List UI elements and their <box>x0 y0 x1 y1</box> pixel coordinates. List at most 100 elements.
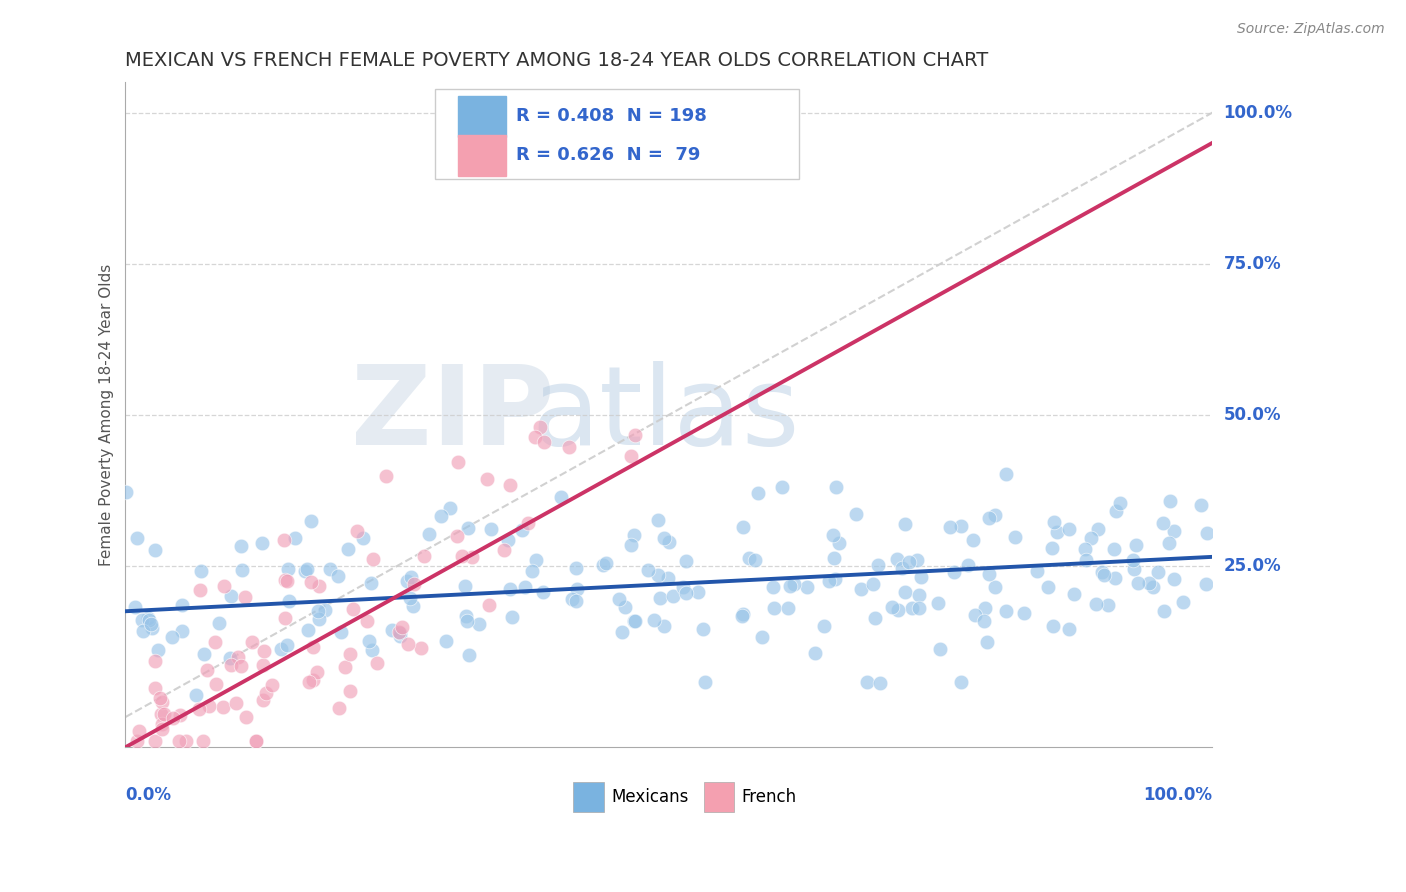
Point <box>204 635 226 649</box>
Point <box>468 616 491 631</box>
Point <box>796 580 818 594</box>
Point <box>496 533 519 548</box>
Point <box>409 641 432 656</box>
Text: Source: ZipAtlas.com: Source: ZipAtlas.com <box>1237 22 1385 37</box>
Point <box>557 440 579 454</box>
Point <box>299 575 322 590</box>
Point <box>619 538 641 552</box>
Point <box>607 591 630 606</box>
Point <box>533 434 555 449</box>
Point <box>1074 553 1097 567</box>
Point <box>360 576 382 591</box>
Point <box>1026 564 1049 578</box>
Point <box>149 690 172 705</box>
Point <box>328 701 350 715</box>
Point <box>277 594 299 608</box>
Point <box>828 536 851 550</box>
Point <box>454 609 477 624</box>
Point <box>647 567 669 582</box>
Point <box>513 580 536 594</box>
Point <box>803 646 825 660</box>
Point <box>318 562 340 576</box>
Point <box>381 623 404 637</box>
Point <box>894 584 917 599</box>
Point <box>950 674 973 689</box>
Point <box>205 677 228 691</box>
Point <box>127 734 149 748</box>
Point <box>887 602 910 616</box>
Point <box>1195 577 1218 591</box>
Point <box>333 659 356 673</box>
Point <box>276 638 298 652</box>
Point <box>399 570 422 584</box>
Point <box>360 643 382 657</box>
Point <box>253 644 276 658</box>
Point <box>1087 522 1109 536</box>
Point <box>973 614 995 628</box>
Point <box>457 521 479 535</box>
Point <box>169 708 191 723</box>
Point <box>744 553 766 567</box>
Point <box>983 580 1005 594</box>
Point <box>620 450 643 464</box>
Point <box>824 573 846 587</box>
Point <box>1036 580 1059 594</box>
Point <box>132 624 155 638</box>
Point <box>979 567 1001 582</box>
Point <box>529 420 551 434</box>
Point <box>235 710 257 724</box>
Point <box>184 688 207 702</box>
Point <box>172 598 194 612</box>
Point <box>395 574 418 588</box>
Point <box>962 533 984 547</box>
Point <box>927 596 949 610</box>
Point <box>995 604 1018 618</box>
Point <box>1123 562 1146 576</box>
Point <box>446 529 468 543</box>
Point <box>733 607 755 621</box>
Point <box>276 574 298 589</box>
Point <box>458 648 481 662</box>
Text: MEXICAN VS FRENCH FEMALE POVERTY AMONG 18-24 YEAR OLDS CORRELATION CHART: MEXICAN VS FRENCH FEMALE POVERTY AMONG 1… <box>125 51 988 70</box>
Point <box>1153 604 1175 618</box>
Point <box>212 700 235 714</box>
Point <box>162 711 184 725</box>
Point <box>907 588 929 602</box>
Point <box>141 617 163 632</box>
Point <box>143 734 166 748</box>
Point <box>218 651 240 665</box>
Point <box>456 614 478 628</box>
Point <box>942 566 965 580</box>
Y-axis label: Female Poverty Among 18-24 Year Olds: Female Poverty Among 18-24 Year Olds <box>100 264 114 566</box>
Point <box>565 582 588 597</box>
Point <box>1147 565 1170 579</box>
Point <box>823 550 845 565</box>
Point <box>128 724 150 739</box>
Point <box>1085 597 1108 611</box>
Point <box>339 648 361 662</box>
Point <box>221 589 243 603</box>
Point <box>637 563 659 577</box>
Point <box>150 706 173 721</box>
Point <box>314 603 336 617</box>
Point <box>170 624 193 638</box>
Text: ZIP: ZIP <box>352 361 555 468</box>
Point <box>1057 622 1080 636</box>
Point <box>328 569 350 583</box>
Point <box>856 674 879 689</box>
Point <box>1142 580 1164 594</box>
Point <box>339 683 361 698</box>
Point <box>652 619 675 633</box>
Point <box>845 507 868 521</box>
Point <box>375 469 398 483</box>
Point <box>231 539 253 553</box>
Point <box>731 608 754 623</box>
Text: French: French <box>742 789 797 806</box>
Point <box>1152 516 1174 530</box>
Point <box>366 656 388 670</box>
Point <box>226 650 249 665</box>
Point <box>356 615 378 629</box>
Point <box>330 625 353 640</box>
Point <box>1197 526 1219 541</box>
Point <box>336 542 359 557</box>
